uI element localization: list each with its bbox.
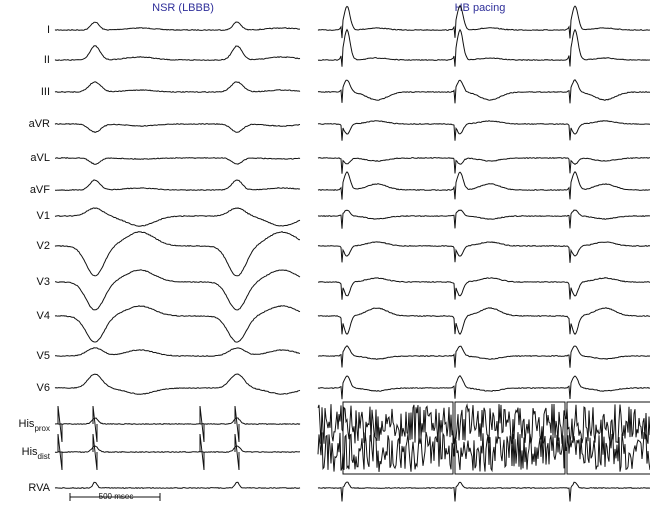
trace-noise [317,431,650,473]
trace [317,307,650,336]
lead-name: II [44,54,50,66]
lead-name: aVR [29,118,50,130]
lead-name: I [47,24,50,36]
lead-label: V4 [37,310,50,322]
trace [55,269,301,311]
trace [317,374,650,400]
panel-title: NSR (LBBB) [152,2,214,14]
lead-name: V1 [37,210,50,222]
lead-name: V5 [37,350,50,362]
lead-label: aVR [29,118,50,130]
lead-name: V2 [37,240,50,252]
trace-spike [92,405,98,443]
lead-label: V3 [37,276,50,288]
trace-spike [92,433,98,471]
trace [54,231,301,277]
trace [54,481,301,490]
panel-title: HB pacing [455,2,506,14]
lead-label: III [41,86,50,98]
lead-label: V2 [37,240,50,252]
lead-name: III [41,86,50,98]
pacing-box [454,401,566,475]
trace [317,171,650,200]
trace [55,347,301,357]
pacing-box [566,401,650,475]
trace [54,122,301,133]
lead-label: II [44,54,50,66]
lead-label: RVA [28,482,50,494]
lead-name: aVF [30,184,50,196]
trace-noise [317,403,650,444]
trace [317,28,650,67]
lead-name: His [19,418,35,430]
trace [317,120,650,141]
trace [317,345,650,368]
trace-spike [199,433,205,471]
trace [54,157,301,165]
trace [317,481,650,502]
trace [54,445,301,454]
trace [317,4,650,39]
lead-label: V5 [37,350,50,362]
trace [54,305,301,343]
lead-label: V1 [37,210,50,222]
trace-spike [57,433,63,471]
trace-spike [234,433,240,471]
trace [54,81,301,93]
lead-label: Hisdist [22,446,51,461]
trace [54,207,301,227]
trace [317,209,650,229]
lead-label: aVF [30,184,50,196]
lead-name: aVL [30,152,50,164]
trace [54,417,301,426]
scale-label: 500 msec [99,492,134,501]
pacing-box [342,401,454,475]
lead-name: V3 [37,276,50,288]
trace [54,179,301,191]
trace [317,241,650,263]
lead-subscript: dist [38,452,51,461]
trace [54,21,300,31]
lead-label: Hisprox [19,418,50,433]
lead-name: RVA [28,482,50,494]
trace [317,79,650,104]
trace [318,277,650,300]
lead-name: His [22,446,38,458]
trace-spike [57,405,63,443]
trace [317,156,650,174]
lead-label: I [47,24,50,36]
trace [54,45,301,61]
lead-label: V6 [37,382,50,394]
trace [54,373,301,395]
lead-name: V4 [37,310,50,322]
lead-label: aVL [30,152,50,164]
trace-spike [234,405,240,443]
trace-spike [199,405,205,443]
lead-subscript: prox [34,424,50,433]
lead-name: V6 [37,382,50,394]
